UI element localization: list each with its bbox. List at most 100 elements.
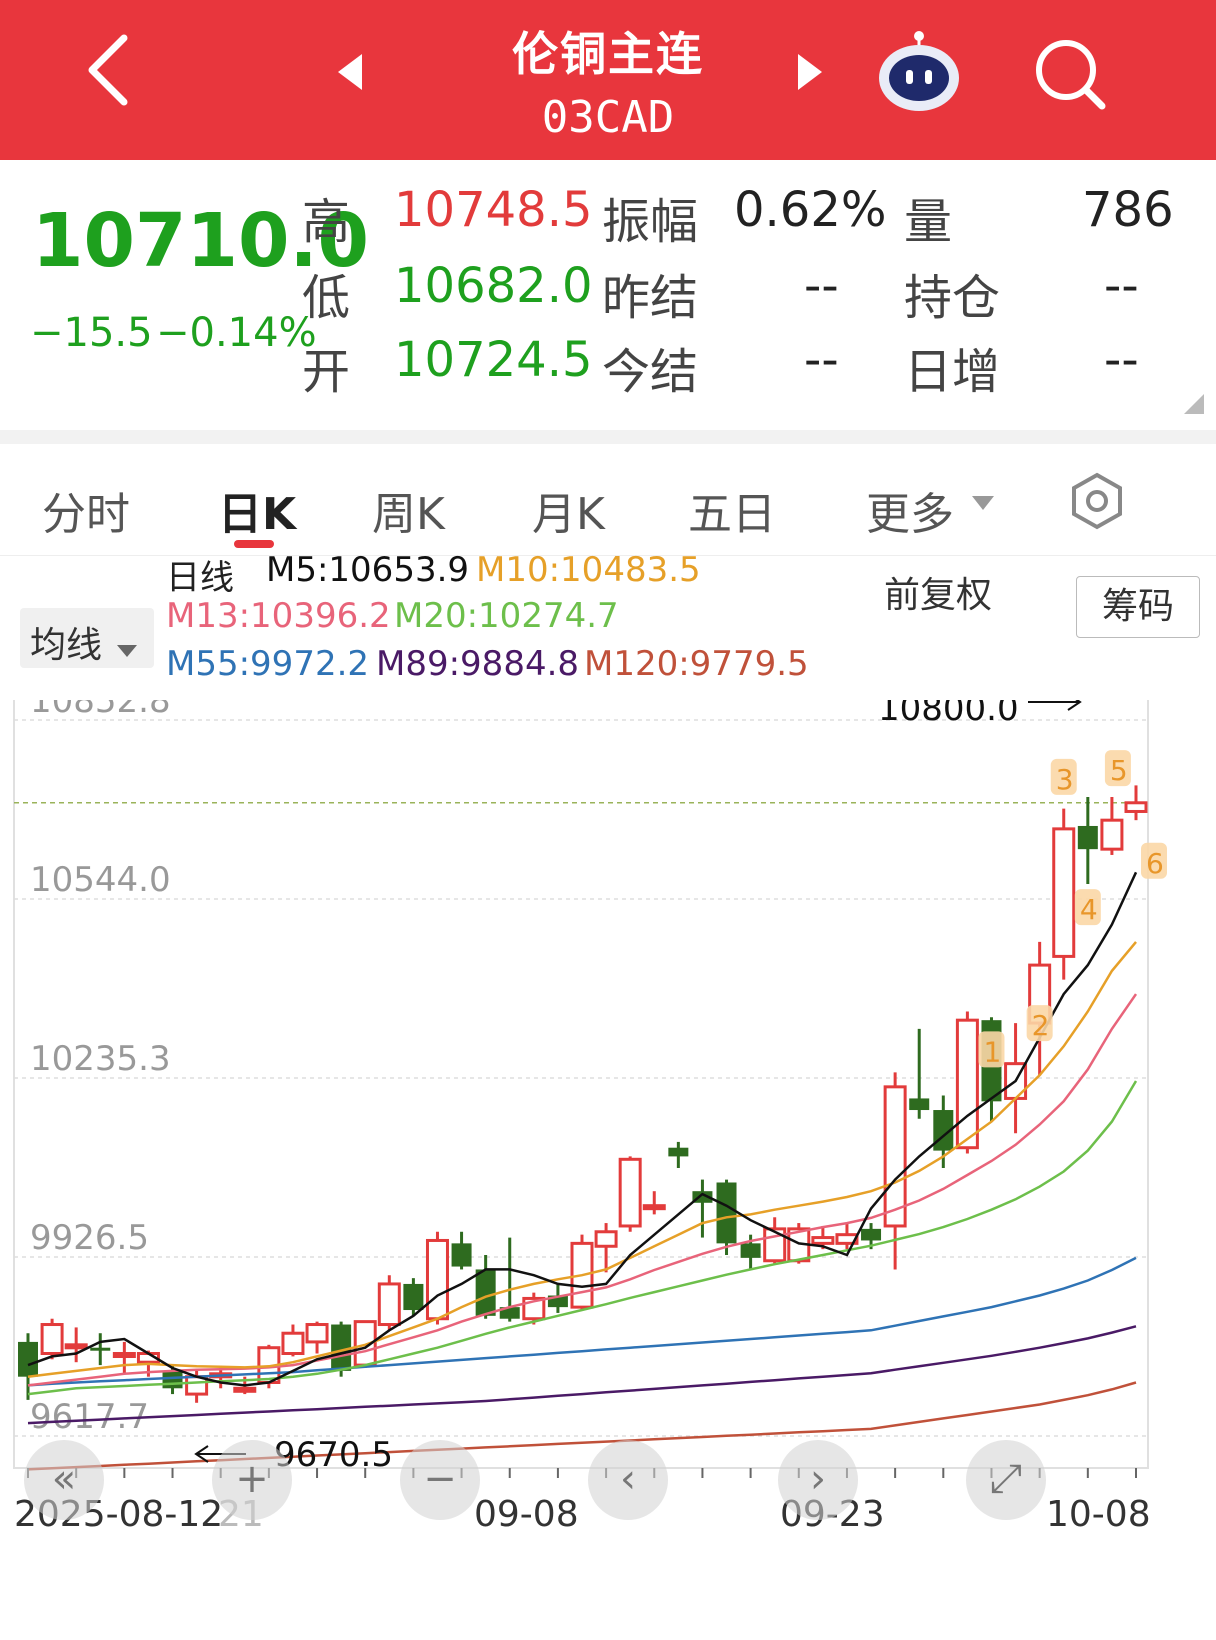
open-label: 开 (302, 344, 351, 400)
open-interest-value: -- (1104, 258, 1139, 314)
contract-title: 伦铜主连 (512, 27, 704, 81)
candle-body-down (716, 1182, 737, 1244)
low-label: 低 (302, 270, 351, 326)
price-change-pct: −0.14% (156, 310, 317, 356)
ma-line-m10 (27, 941, 1137, 1378)
candle-body-down (668, 1147, 689, 1157)
next-contract-icon[interactable] (796, 52, 826, 92)
annotation-badge (978, 1031, 1005, 1068)
candle-body-up (233, 1386, 257, 1393)
candle-body-up (811, 1236, 835, 1245)
annotation-label: 5 (1110, 754, 1128, 787)
candle-body-up (112, 1352, 136, 1359)
candle-body-up (64, 1343, 88, 1350)
zoom-out-button[interactable]: − (400, 1440, 480, 1520)
ma-selector-label: 均线 (30, 625, 103, 666)
candle-body-down (162, 1370, 183, 1389)
open-value: 10724.5 (394, 332, 593, 388)
annotation-label: 4 (1080, 893, 1098, 926)
ma5-value: M5:10653.9 (266, 550, 470, 590)
y-tick-label: 10544.0 (30, 860, 171, 900)
min-arrow-head (194, 1445, 209, 1463)
ma55-value: M55:9972.2 (166, 644, 370, 684)
candle-body-up (40, 1323, 64, 1356)
candle-body-up (1100, 818, 1124, 851)
ma120-value: M120:9779.5 (584, 644, 809, 684)
candle-body-up (763, 1227, 787, 1263)
annotation-label: 2 (1032, 1009, 1050, 1042)
annotation-label: 1 (983, 1035, 1001, 1068)
ma10-value: M10:10483.5 (476, 550, 701, 590)
scroll-right-button[interactable]: › (778, 1440, 858, 1520)
tab-daily-k[interactable]: 日K (218, 489, 297, 540)
adjust-mode[interactable]: 前复权 (884, 575, 993, 616)
annotation-badge (1104, 750, 1131, 787)
candle-body-down (547, 1295, 568, 1308)
tab-intraday[interactable]: 分时 (42, 489, 130, 540)
candle-body-up (955, 1018, 979, 1150)
tab-five-day[interactable]: 五日 (688, 489, 776, 540)
price-change: −15.5 (30, 310, 153, 356)
candle-body-down (331, 1324, 352, 1371)
prev-contract-icon[interactable] (334, 52, 364, 92)
candle-body-up (642, 1204, 666, 1211)
candle-body-down (740, 1243, 761, 1258)
candle-body-down (861, 1228, 882, 1241)
tab-monthly-k[interactable]: 月K (532, 489, 605, 540)
candle-body-down (1077, 825, 1098, 850)
candle-body-down (451, 1243, 472, 1267)
candle-body-up (281, 1331, 305, 1356)
rewind-button[interactable]: « (24, 1440, 104, 1520)
chip-distribution-button[interactable]: 筹码 (1076, 576, 1200, 638)
high-value: 10748.5 (394, 182, 593, 238)
candle-body-up (883, 1085, 907, 1228)
search-icon[interactable] (1030, 34, 1110, 114)
dropdown-arrow-icon[interactable] (972, 496, 994, 516)
candle-body-down (90, 1347, 111, 1351)
amplitude-label: 振幅 (602, 194, 699, 250)
candle-body-up (377, 1282, 401, 1327)
annotation-badge (1141, 842, 1167, 879)
candle-body-up (1124, 801, 1148, 813)
scroll-left-button[interactable]: ‹ (588, 1440, 668, 1520)
y-tick-label: 10235.3 (30, 1039, 171, 1079)
candle-body-up (594, 1230, 618, 1248)
prev-settle-value: -- (804, 258, 839, 314)
max-price-label: 10800.0 (878, 700, 1019, 729)
tab-more[interactable]: 更多 (866, 489, 954, 540)
ma-line-m120 (27, 1381, 1137, 1471)
candle-body-up (835, 1233, 859, 1245)
volume-value: 786 (1082, 182, 1174, 238)
open-interest-label: 持仓 (904, 270, 1001, 326)
x-tick-label: 09-08 (474, 1494, 579, 1535)
ma-period: 日线 (166, 558, 234, 598)
active-tab-indicator (234, 540, 274, 548)
candle-body-up (425, 1238, 449, 1321)
candle-body-down (475, 1269, 496, 1316)
ma-line-m13 (27, 993, 1138, 1387)
dropdown-arrow-icon (117, 627, 138, 668)
candle-body-down (18, 1341, 38, 1377)
settings-hex-icon[interactable] (1068, 472, 1126, 530)
min-price-label: 9670.5 (274, 1435, 393, 1475)
tab-weekly-k[interactable]: 周K (372, 489, 445, 540)
settle-value: -- (804, 332, 839, 388)
volume-label: 量 (904, 194, 953, 250)
robot-assistant-icon[interactable] (876, 28, 962, 114)
ma89-value: M89:9884.8 (376, 644, 580, 684)
fullscreen-button[interactable]: ⤢ (966, 1440, 1046, 1520)
contract-code: 03CAD (541, 92, 675, 143)
daily-increase-label: 日增 (904, 344, 1001, 400)
section-divider (0, 430, 1216, 444)
candle-body-down (403, 1283, 424, 1311)
y-tick-label: 9926.5 (30, 1218, 149, 1258)
ma-selector[interactable]: 均线 (20, 608, 154, 668)
back-icon[interactable] (80, 30, 140, 110)
annotation-label: 6 (1146, 847, 1164, 880)
low-value: 10682.0 (394, 258, 593, 314)
expand-corner-icon[interactable] (1184, 394, 1204, 414)
top-header: 伦铜主连 03CAD (0, 0, 1216, 160)
period-tabs: 分时 日K 周K 月K 五日 更多 (0, 444, 1216, 556)
ma-line-m89 (27, 1325, 1137, 1425)
zoom-in-button[interactable]: + (212, 1440, 292, 1520)
